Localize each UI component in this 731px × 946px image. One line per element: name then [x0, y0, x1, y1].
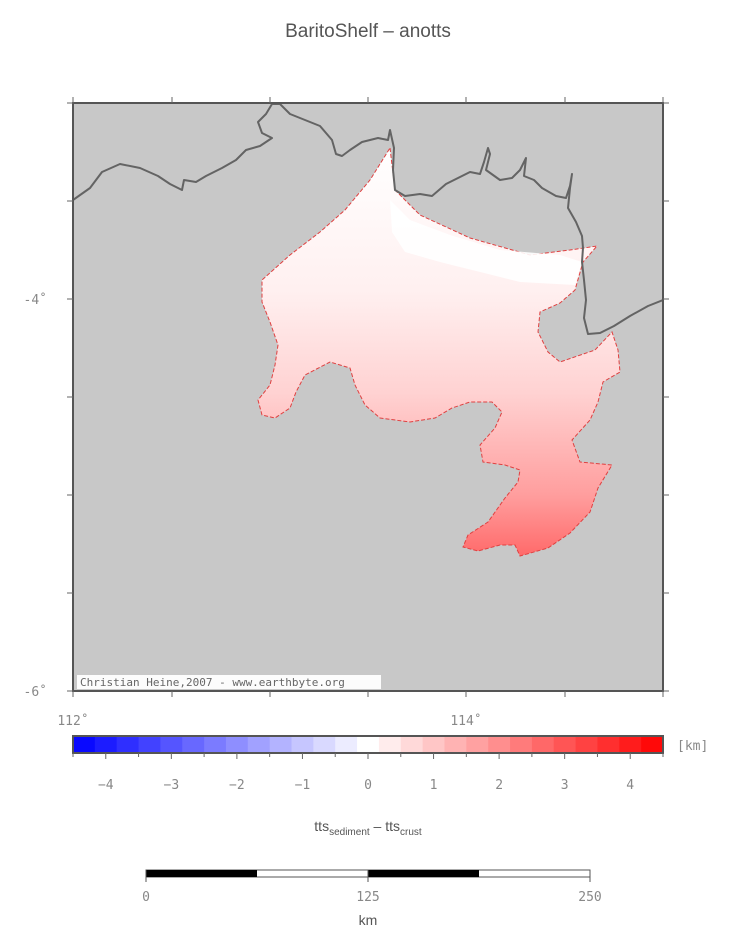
scale-bar-segment-1 — [146, 870, 257, 877]
colorbar-cell — [160, 736, 183, 753]
colorbar-cell — [466, 736, 489, 753]
colorbar-label-main2: tts — [385, 818, 400, 834]
colorbar-label-sub1: sediment — [329, 827, 370, 838]
coastline — [73, 103, 663, 335]
colorbar-cell — [553, 736, 577, 753]
colorbar-label-minus: – — [370, 818, 386, 834]
colorbar-cell — [225, 736, 249, 753]
scale-label-250: 250 — [578, 890, 601, 905]
colorbar-tick-label: 0 — [364, 778, 372, 793]
scale-unit: km — [359, 912, 378, 928]
scale-bar-segment-3 — [368, 870, 479, 877]
colorbar-cell — [269, 736, 293, 753]
lat-label-south: -6˚ — [24, 684, 47, 700]
colorbar-cell — [510, 736, 533, 753]
colorbar-cell — [116, 736, 140, 753]
colorbar-cell — [575, 736, 599, 753]
colorbar-unit: [km] — [677, 739, 708, 754]
colorbar-cell — [291, 736, 314, 753]
map-frame-ticks — [67, 97, 669, 697]
colorbar-tick-label: 2 — [495, 778, 503, 793]
scale-label-0: 0 — [142, 890, 150, 905]
colorbar-cell — [641, 736, 664, 753]
colorbar-cell — [204, 736, 227, 753]
scale-label-125: 125 — [356, 890, 379, 905]
lon-label-east: 114˚ — [450, 713, 481, 729]
colorbar-cell — [531, 736, 555, 753]
lat-label-north: -4˚ — [24, 292, 47, 308]
colorbar-cell — [619, 736, 642, 753]
colorbar-label-sub2: crust — [400, 827, 422, 838]
colorbar-tick-label: −4 — [98, 778, 114, 793]
anomaly-zero-band — [390, 200, 582, 285]
anomaly-region — [257, 146, 621, 557]
credit-text: Christian Heine,2007 - www.earthbyte.org — [80, 676, 345, 689]
colorbar-cell — [73, 736, 96, 753]
colorbar-cell — [138, 736, 162, 753]
colorbar-tick-label: −1 — [295, 778, 311, 793]
scale-bar — [145, 869, 591, 882]
colorbar-cell — [335, 736, 358, 753]
colorbar-cell — [182, 736, 205, 753]
map-title: BaritoShelf – anotts — [285, 21, 451, 42]
colorbar-cell — [444, 736, 467, 753]
colorbar-label: ttssediment – ttscrust — [314, 818, 422, 838]
lon-label-west: 112˚ — [57, 713, 88, 729]
colorbar-cell — [357, 736, 380, 753]
credit-box — [77, 675, 381, 689]
colorbar-tick-labels: −4 −3 −2 −1 0 1 2 3 4 — [98, 778, 634, 793]
colorbar-ticks — [72, 753, 664, 759]
colorbar-tick-label: −3 — [164, 778, 180, 793]
colorbar-cell — [313, 736, 336, 753]
colorbar-label-main: tts — [314, 818, 329, 834]
colorbar-cell — [488, 736, 511, 753]
colorbar-cell — [378, 736, 402, 753]
colorbar-cell — [400, 736, 424, 753]
colorbar-tick-label: 3 — [561, 778, 569, 793]
colorbar-cell — [422, 736, 446, 753]
colorbar — [73, 736, 664, 753]
colorbar-cell — [247, 736, 271, 753]
colorbar-tick-label: −2 — [229, 778, 245, 793]
colorbar-tick-label: 4 — [626, 778, 634, 793]
colorbar-cell — [94, 736, 118, 753]
colorbar-tick-label: 1 — [430, 778, 438, 793]
colorbar-cell — [597, 736, 620, 753]
